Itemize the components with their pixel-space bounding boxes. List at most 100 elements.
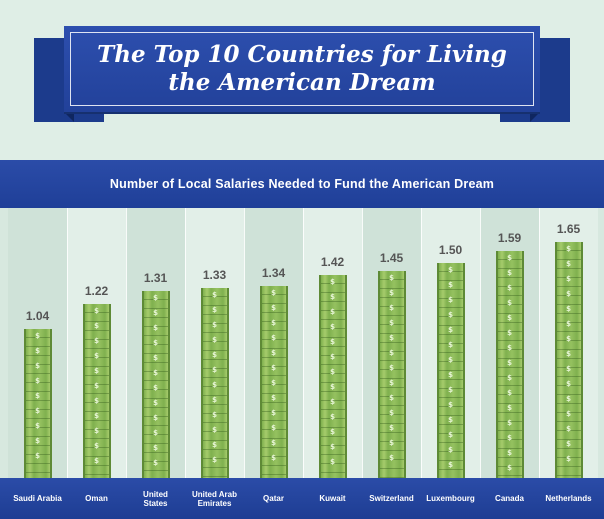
dollar-icon: $ <box>389 288 394 297</box>
dollar-icon: $ <box>448 371 453 380</box>
dollar-icon: $ <box>507 403 512 412</box>
category-label: Luxembourg <box>426 494 475 503</box>
dollar-icon: $ <box>389 453 394 462</box>
dollar-icon: $ <box>212 425 217 434</box>
chart-plot-area: $ $ $ $ $ $ $ $ $1.04 $ $ $ $ $ $ $ $ $ $ $1.22 $ $ $ $ $ $ $ $ $ $ $ $… <box>0 208 604 478</box>
category-axis-band <box>0 478 604 519</box>
dollar-icon: $ <box>35 362 40 371</box>
value-label: 1.42 <box>320 254 345 269</box>
dollar-icon: $ <box>94 456 99 465</box>
dollar-icon: $ <box>566 245 571 253</box>
dollar-icon: $ <box>212 380 217 389</box>
dollar-icon: $ <box>212 305 217 314</box>
bar-netherlands: $ $ $ $ $ $ $ $ $ $ $ $ $ $ $ <box>554 242 583 478</box>
dollar-icon: $ <box>448 296 453 305</box>
dollar-icon: $ <box>448 356 453 365</box>
dollar-icon: $ <box>153 413 158 422</box>
dollar-icon: $ <box>566 275 571 283</box>
dollar-icon: $ <box>389 273 394 282</box>
dollar-icon: $ <box>94 381 99 390</box>
dollar-icon: $ <box>507 418 512 427</box>
dollar-icon: $ <box>271 334 276 343</box>
dollar-icon: $ <box>94 351 99 360</box>
value-label: 1.31 <box>143 270 168 285</box>
dollar-icon: $ <box>153 308 158 317</box>
dollar-icon: $ <box>389 423 394 432</box>
dollar-icon: $ <box>330 382 335 391</box>
chart-column-divider <box>480 208 481 478</box>
dollar-icon: $ <box>94 426 99 435</box>
value-label: 1.34 <box>261 266 286 281</box>
dollar-icon: $ <box>153 383 158 392</box>
dollar-icon: $ <box>212 290 217 299</box>
dollar-icon: $ <box>330 412 335 421</box>
dollar-icon: $ <box>507 328 512 337</box>
dollar-icon: $ <box>448 266 453 275</box>
dollar-icon: $ <box>507 388 512 397</box>
chart-column-divider <box>362 208 363 478</box>
chart-column-divider <box>421 208 422 478</box>
dollar-icon: $ <box>94 336 99 345</box>
dollar-icon: $ <box>566 395 571 403</box>
bar-kuwait: $ $ $ $ $ $ $ $ $ $ $ $ $ <box>318 274 347 478</box>
dollar-icon: $ <box>94 411 99 420</box>
title-banner: The Top 10 Countries for Living the Amer… <box>64 26 540 112</box>
dollar-icon: $ <box>448 341 453 350</box>
category-label: Switzerland <box>369 494 414 503</box>
title-ribbon-fold-right <box>530 112 540 122</box>
dollar-icon: $ <box>507 358 512 367</box>
dollar-icon: $ <box>35 332 40 341</box>
title-frame: The Top 10 Countries for Living the Amer… <box>70 32 534 106</box>
category-label: Qatar <box>263 494 284 503</box>
category-label: Netherlands <box>545 494 592 503</box>
dollar-icon: $ <box>507 343 512 352</box>
dollar-icon: $ <box>35 377 40 386</box>
dollar-icon: $ <box>566 335 571 343</box>
chart-column-divider <box>67 208 68 478</box>
dollar-icon: $ <box>330 292 335 301</box>
chart-column-divider <box>244 208 245 478</box>
dollar-icon: $ <box>35 392 40 401</box>
dollar-icon: $ <box>212 410 217 419</box>
dollar-icon: $ <box>35 407 40 416</box>
dollar-icon: $ <box>35 347 40 356</box>
dollar-icon: $ <box>507 448 512 457</box>
value-label: 1.45 <box>379 250 404 265</box>
dollar-icon: $ <box>566 320 571 328</box>
dollar-icon: $ <box>330 307 335 316</box>
dollar-icon: $ <box>448 431 453 440</box>
dollar-icon: $ <box>271 424 276 433</box>
dollar-icon: $ <box>35 437 40 446</box>
dollar-icon: $ <box>271 379 276 388</box>
dollar-icon: $ <box>271 319 276 328</box>
value-label: 1.65 <box>556 222 581 236</box>
category-label: Oman <box>85 494 108 503</box>
dollar-icon: $ <box>94 366 99 375</box>
dollar-icon: $ <box>389 438 394 447</box>
value-label: 1.59 <box>497 230 522 245</box>
dollar-icon: $ <box>566 290 571 298</box>
category-label: Kuwait <box>319 494 346 503</box>
dollar-icon: $ <box>94 321 99 330</box>
dollar-icon: $ <box>507 373 512 382</box>
dollar-icon: $ <box>271 349 276 358</box>
dollar-icon: $ <box>271 364 276 373</box>
dollar-icon: $ <box>389 348 394 357</box>
dollar-icon: $ <box>271 409 276 418</box>
dollar-icon: $ <box>153 353 158 362</box>
dollar-icon: $ <box>448 461 453 470</box>
dollar-icon: $ <box>507 283 512 292</box>
value-label: 1.22 <box>84 283 109 298</box>
chart-column-divider <box>185 208 186 478</box>
dollar-icon: $ <box>566 260 571 268</box>
chart-title: Number of Local Salaries Needed to Fund … <box>109 177 495 191</box>
dollar-icon: $ <box>212 365 217 374</box>
category-label: Saudi Arabia <box>13 494 62 503</box>
dollar-icon: $ <box>330 352 335 361</box>
dollar-icon: $ <box>153 443 158 452</box>
dollar-icon: $ <box>507 313 512 322</box>
dollar-icon: $ <box>566 425 571 433</box>
dollar-icon: $ <box>330 427 335 436</box>
page-title-line-1: The Top 10 Countries for Living <box>97 41 507 68</box>
value-label: 1.50 <box>438 243 463 258</box>
